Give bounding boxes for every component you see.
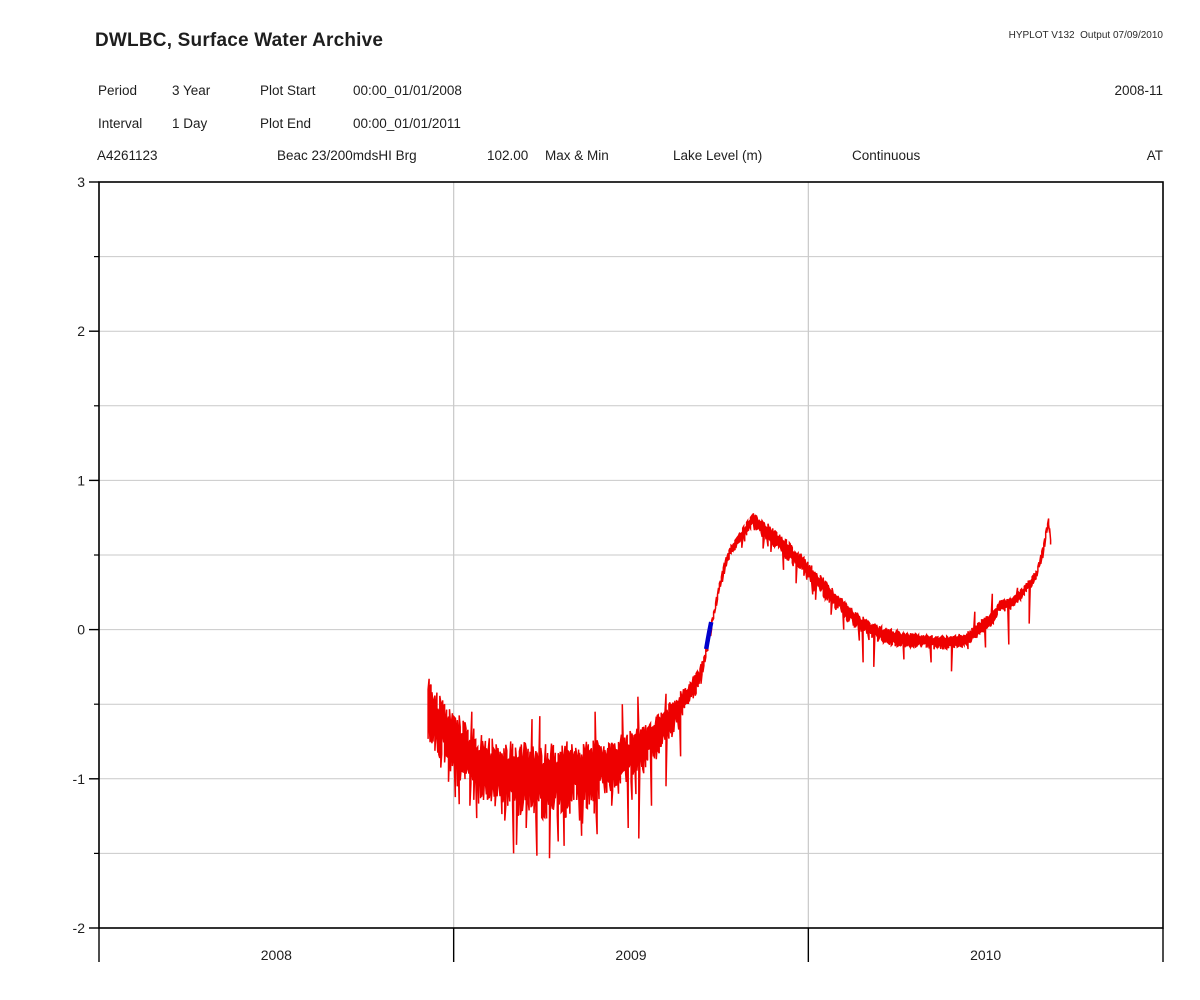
lake-level-trace xyxy=(427,513,1052,859)
data-traces xyxy=(427,513,1052,859)
x-tick-label: 2008 xyxy=(261,947,292,963)
x-tick-label: 2010 xyxy=(970,947,1001,963)
y-tick-label: -2 xyxy=(73,920,86,936)
plot-start-label: Plot Start xyxy=(260,83,316,98)
axes xyxy=(89,181,1164,962)
period-label: Period xyxy=(98,83,138,98)
statistic-type: Max & Min xyxy=(545,148,609,163)
station-name: Beac 23/200mdsHI Brg xyxy=(277,148,417,163)
report-title: DWLBC, Surface Water Archive xyxy=(95,30,384,51)
plot-start-value: 00:00_01/01/2008 xyxy=(353,83,462,98)
plot-end-value: 00:00_01/01/2011 xyxy=(353,116,461,131)
y-tick-label: 1 xyxy=(77,472,85,488)
variable-name: Lake Level (m) xyxy=(673,148,763,163)
period-value: 3 Year xyxy=(172,83,211,98)
station-elevation: 102.00 xyxy=(487,148,529,163)
interval-value: 1 Day xyxy=(172,116,208,131)
quality-code: AT xyxy=(1146,148,1163,163)
hyplot-version-output: HYPLOT V132 Output 07/09/2010 xyxy=(1008,30,1163,41)
y-tick-label: 0 xyxy=(77,622,85,638)
gridlines xyxy=(99,182,1163,928)
page-code: 2008-11 xyxy=(1114,83,1163,98)
quality-segment-trace xyxy=(703,621,714,650)
interval-label: Interval xyxy=(98,116,143,131)
y-tick-label: 2 xyxy=(77,323,85,339)
axis-labels: 3 2 1 0 -1 -2 2008 2009 2010 xyxy=(73,174,1002,963)
x-tick-label: 2009 xyxy=(615,947,646,963)
y-tick-label: -1 xyxy=(73,771,86,787)
plot-end-label: Plot End xyxy=(260,116,312,131)
y-tick-label: 3 xyxy=(77,174,85,190)
station-id: A4261123 xyxy=(97,148,158,163)
trace-type: Continuous xyxy=(852,148,921,163)
